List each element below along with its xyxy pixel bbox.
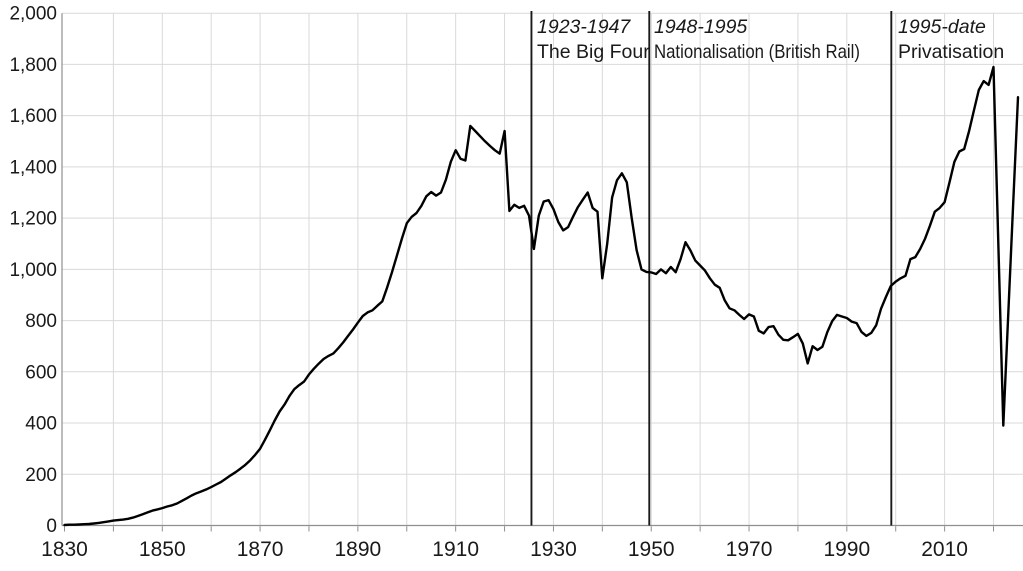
x-tick-label: 1890 (335, 538, 382, 561)
y-tick-label: 1,800 (9, 55, 57, 76)
x-tick-label: 1950 (628, 538, 675, 561)
y-tick-label: 800 (25, 311, 57, 332)
x-tick-label: 1990 (823, 538, 870, 561)
y-tick-label: 600 (25, 362, 57, 383)
x-tick-label: 1830 (41, 538, 88, 561)
y-tick-label: 200 (25, 465, 57, 486)
x-tick-label: 1850 (139, 538, 186, 561)
era-annotation-privatisation: 1995-date Privatisation (898, 15, 1004, 64)
passenger-journeys-line (63, 65, 1020, 527)
era-annotation-nationalisation: 1948-1995 Nationalisation (British Rail) (654, 15, 894, 64)
era-period-text: 1923-1947 (537, 16, 631, 38)
y-axis-labels: 0 200 400 600 800 1,000 1,200 1,400 1,600 1,800 2,… (9, 4, 57, 537)
y-tick-label: 1,400 (9, 157, 57, 178)
era-label-text: The Big Four (537, 40, 650, 63)
era-label-text: Nationalisation (British Rail) (654, 40, 860, 63)
era-divider-lines (530, 11, 893, 526)
x-tick-label: 1930 (530, 538, 577, 561)
x-tick-marks (64, 526, 995, 532)
x-tick-label: 1910 (432, 538, 479, 561)
x-axis-labels: 1830 1850 1870 1890 1910 1930 1950 1970 1990 2010 (41, 538, 968, 561)
y-tick-label: 1,000 (9, 260, 57, 281)
y-tick-label: 0 (46, 516, 57, 537)
era-label-text: Privatisation (898, 40, 1005, 63)
axes (61, 13, 1023, 527)
gridlines (62, 12, 1023, 526)
y-tick-label: 1,200 (9, 209, 57, 230)
era-period-text: 1948-1995 (654, 16, 748, 38)
era-period-text: 1995-date (898, 16, 986, 38)
x-tick-label: 1870 (237, 538, 284, 561)
y-tick-label: 1,600 (9, 106, 57, 127)
x-tick-label: 2010 (921, 538, 968, 561)
era-annotation-big-four: 1923-1947 The Big Four (537, 15, 650, 64)
y-tick-label: 400 (25, 414, 57, 435)
x-tick-label: 1970 (726, 538, 773, 561)
y-tick-label: 2,000 (9, 4, 57, 25)
